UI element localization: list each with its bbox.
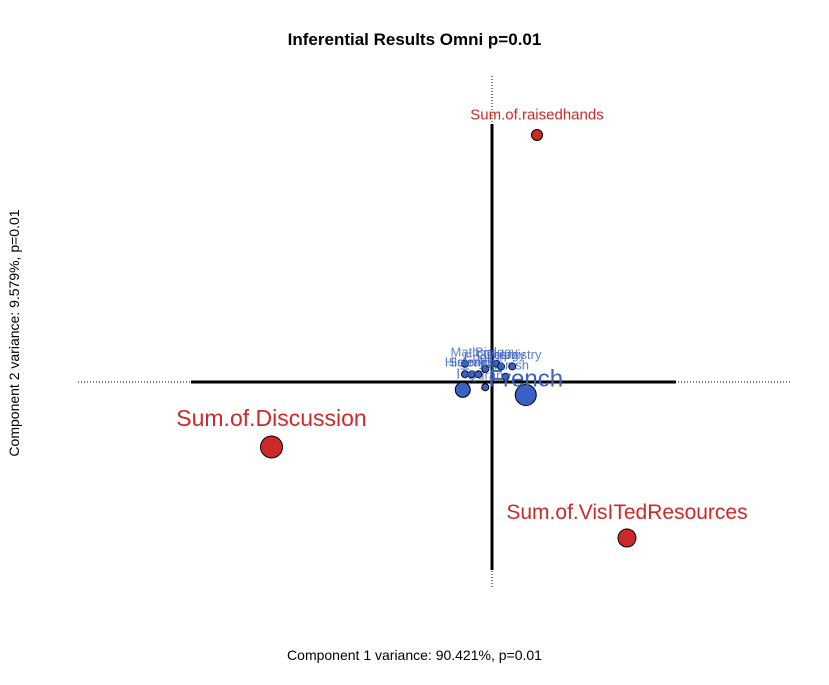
point-sum-of-visitedresources bbox=[617, 528, 637, 548]
point-label-it: IT bbox=[456, 365, 469, 382]
y-axis-label: Component 2 variance: 9.579%, p=0.01 bbox=[6, 209, 22, 457]
x-axis-label: Component 1 variance: 90.421%, p=0.01 bbox=[287, 647, 542, 663]
point-label-arabic: Arabic bbox=[460, 355, 497, 370]
chart-axes bbox=[78, 76, 790, 588]
point-label-geology: Geology bbox=[477, 347, 526, 362]
chart-title: Inferential Results Omni p=0.01 bbox=[287, 30, 542, 49]
point-label-sum-of-discussion: Sum.of.Discussion bbox=[176, 405, 366, 431]
point-spanish bbox=[501, 372, 510, 381]
point-label-quran: Quran bbox=[467, 368, 503, 383]
point-math bbox=[461, 359, 469, 368]
point-label-spanish: Spanish bbox=[482, 357, 529, 372]
point-label-biology: Biology bbox=[475, 344, 518, 359]
chart-point-labels: Sum.of.raisedhands Sum.of.Discussion Sum.o… bbox=[176, 107, 747, 525]
point-label-french: French bbox=[488, 366, 563, 393]
point-label-chemistry: Chemistry bbox=[483, 347, 542, 362]
point-sum-of-discussion bbox=[260, 435, 283, 459]
chart-marks bbox=[260, 129, 637, 548]
point-label-sum-of-visitedresources: Sum.of.VisITedResources bbox=[506, 501, 747, 524]
point-chemistry bbox=[508, 362, 517, 371]
point-quran bbox=[481, 383, 490, 392]
point-french bbox=[514, 384, 537, 406]
point-label-math: Math bbox=[451, 344, 480, 359]
point-label-science: Science bbox=[449, 355, 495, 370]
point-label-english: English bbox=[464, 350, 507, 365]
point-label-history: History bbox=[445, 355, 486, 370]
point-label-sum-of-raisedhands: Sum.of.raisedhands bbox=[470, 107, 603, 124]
point-english bbox=[481, 365, 490, 373]
point-arabic bbox=[474, 370, 483, 379]
point-sum-of-raisedhands bbox=[531, 129, 543, 141]
point-geology bbox=[497, 362, 505, 371]
point-it bbox=[454, 381, 471, 398]
